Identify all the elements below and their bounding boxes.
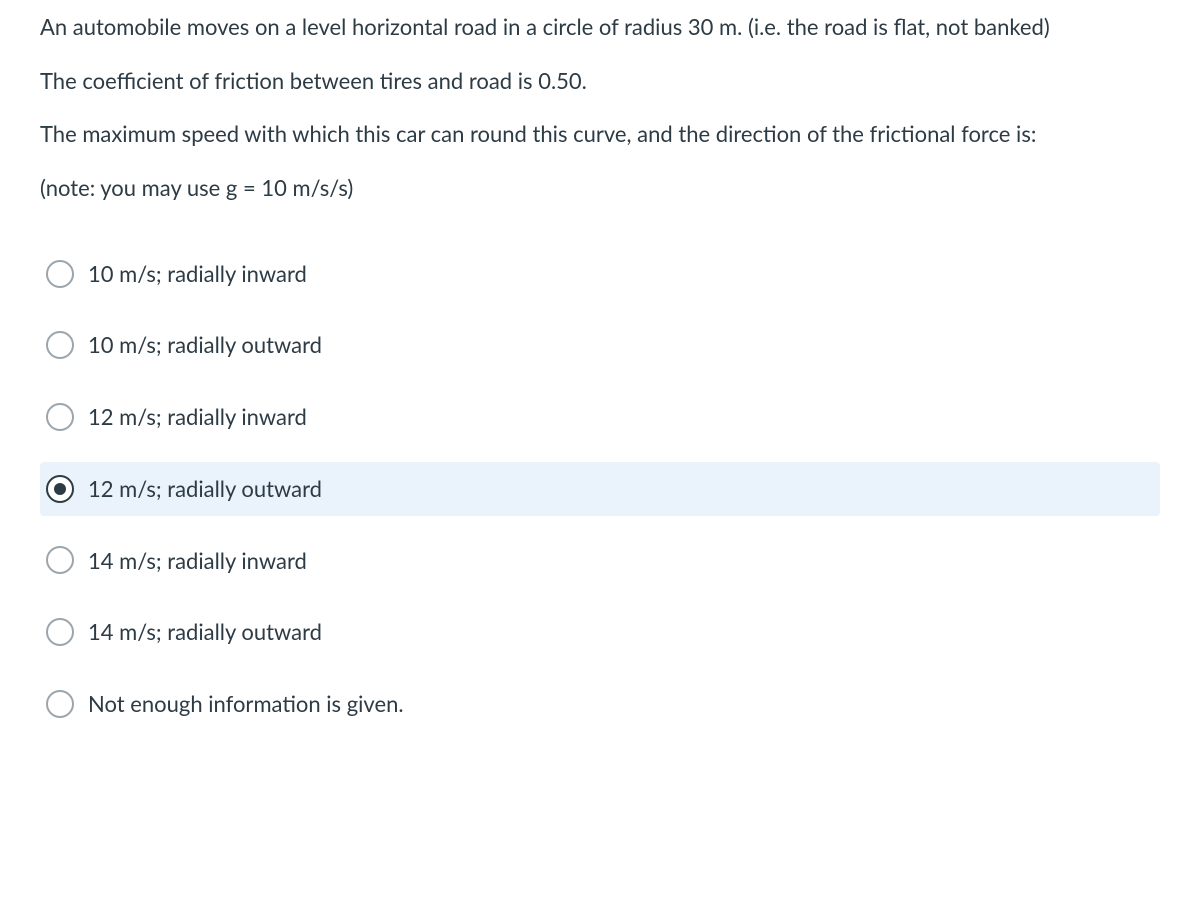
question-paragraph: (note: you may use g = 10 m/s/s) xyxy=(40,173,1160,203)
option-label: 14 m/s; radially outward xyxy=(88,617,1150,647)
radio-icon xyxy=(46,403,74,431)
option-label: 12 m/s; radially outward xyxy=(88,474,1150,504)
option-6[interactable]: Not enough information is given. xyxy=(40,677,1160,731)
option-label: 14 m/s; radially inward xyxy=(88,546,1150,576)
option-2[interactable]: 12 m/s; radially inward xyxy=(40,390,1160,444)
radio-icon xyxy=(46,546,74,574)
option-label: 10 m/s; radially outward xyxy=(88,330,1150,360)
radio-icon xyxy=(46,475,74,503)
radio-icon xyxy=(46,260,74,288)
option-4[interactable]: 14 m/s; radially inward xyxy=(40,534,1160,588)
option-label: Not enough information is given. xyxy=(88,689,1150,719)
option-label: 10 m/s; radially inward xyxy=(88,259,1150,289)
option-label: 12 m/s; radially inward xyxy=(88,402,1150,432)
question-paragraph: The maximum speed with which this car ca… xyxy=(40,119,1160,149)
radio-icon xyxy=(46,618,74,646)
option-1[interactable]: 10 m/s; radially outward xyxy=(40,318,1160,372)
options-group: 10 m/s; radially inward 10 m/s; radially… xyxy=(40,247,1160,731)
radio-icon xyxy=(46,690,74,718)
quiz-container: An automobile moves on a level horizonta… xyxy=(0,0,1200,789)
radio-icon xyxy=(46,331,74,359)
question-paragraph: An automobile moves on a level horizonta… xyxy=(40,12,1160,42)
question-paragraph: The coefficient of friction between tire… xyxy=(40,66,1160,96)
question-text: An automobile moves on a level horizonta… xyxy=(40,12,1160,203)
option-0[interactable]: 10 m/s; radially inward xyxy=(40,247,1160,301)
option-3[interactable]: 12 m/s; radially outward xyxy=(40,462,1160,516)
option-5[interactable]: 14 m/s; radially outward xyxy=(40,605,1160,659)
